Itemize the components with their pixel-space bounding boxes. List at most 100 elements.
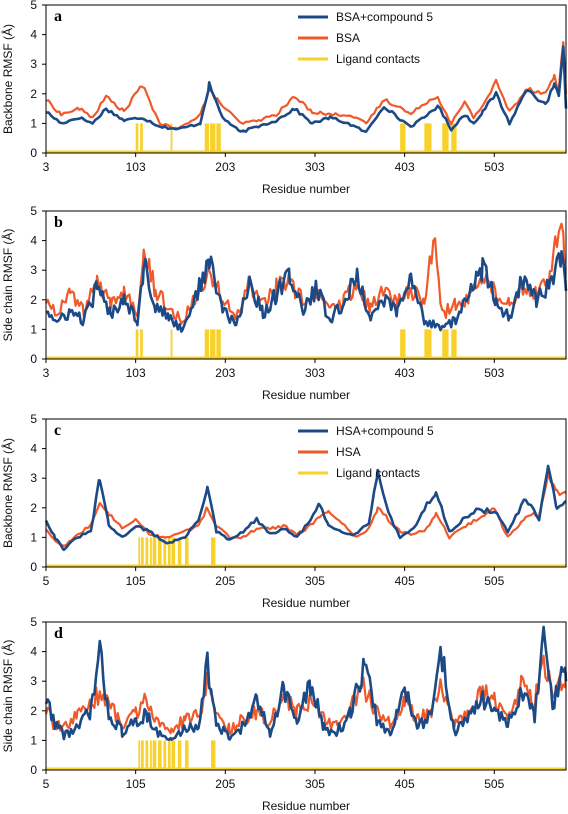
ligand-contact-bar	[158, 537, 162, 567]
ligand-contact-bar	[170, 329, 173, 359]
ligand-contact-bar	[204, 329, 210, 359]
y-tick-label: 0	[30, 146, 37, 160]
x-tick-label: 405	[395, 574, 415, 588]
ligand-contact-bar	[424, 123, 432, 153]
series-line-apo	[45, 471, 567, 547]
y-tick-label: 2	[30, 704, 37, 718]
ligand-contact-bar	[177, 537, 182, 567]
y-axis-label: Backbone RMSF (Å)	[0, 438, 15, 548]
y-axis-label: Backbone RMSF (Å)	[0, 24, 15, 134]
ligand-contact-bar	[150, 537, 152, 567]
y-tick-label: 4	[30, 234, 37, 248]
x-tick-label: 505	[484, 777, 504, 791]
y-tick-label: 1	[30, 530, 37, 544]
ligand-contact-bar	[138, 740, 141, 770]
ligand-contact-bar	[424, 329, 432, 359]
panel-letter: b	[54, 214, 63, 231]
series-line-complex	[45, 45, 568, 133]
y-tick-label: 1	[30, 322, 37, 336]
ligand-contact-bar	[163, 537, 167, 567]
ligand-contact-bar	[210, 329, 216, 359]
ligand-contact-bar	[152, 740, 157, 770]
y-tick-label: 0	[30, 763, 37, 777]
y-tick-label: 5	[30, 412, 37, 426]
ligand-contact-bar	[210, 537, 216, 567]
y-tick-label: 1	[30, 733, 37, 747]
x-axis-label: Residue number	[262, 388, 350, 402]
x-tick-label: 105	[126, 777, 146, 791]
y-tick-label: 2	[30, 293, 37, 307]
y-tick-label: 4	[30, 645, 37, 659]
panel-letter: c	[54, 422, 61, 439]
plot-frame	[45, 210, 567, 360]
legend-entry: HSA	[336, 445, 361, 459]
ligand-contact-bar	[400, 329, 406, 359]
ligand-contact-bar	[171, 537, 176, 567]
ligand-contact-bar	[216, 123, 221, 153]
panel-letter: a	[54, 8, 62, 25]
x-tick-label: 505	[484, 574, 504, 588]
x-axis-label: Residue number	[262, 596, 350, 610]
ligand-contact-bar	[140, 329, 143, 359]
ligand-contact-bar	[216, 329, 221, 359]
ligand-contact-bar	[442, 123, 449, 153]
panel-d: 0 1 2 3 4 5 5 105 205 305 405 505 Residue number Side…	[0, 615, 568, 813]
x-axis-label: Residue number	[262, 799, 350, 813]
ligand-contact-bar	[171, 740, 176, 770]
y-tick-label: 3	[30, 263, 37, 277]
ligand-contact-bar	[177, 740, 182, 770]
x-tick-label: 305	[305, 777, 325, 791]
y-tick-label: 5	[30, 615, 37, 629]
panel-letter: d	[54, 625, 63, 642]
ligand-contact-bar	[145, 537, 149, 567]
plot-frame	[45, 418, 567, 568]
legend-entry: Ligand contacts	[336, 52, 420, 66]
ligand-contact-bar	[167, 740, 171, 770]
ligand-contact-bar	[210, 740, 216, 770]
x-tick-label: 303	[305, 366, 325, 380]
x-tick-label: 205	[215, 777, 235, 791]
ligand-contact-bar	[167, 537, 171, 567]
ligand-contact-bar	[135, 123, 139, 153]
x-tick-label: 203	[215, 366, 235, 380]
ligand-contact-bar	[158, 740, 162, 770]
x-tick-label: 105	[126, 574, 146, 588]
x-tick-label: 305	[305, 574, 325, 588]
x-tick-label: 5	[43, 574, 50, 588]
y-tick-label: 3	[30, 57, 37, 71]
ligand-contact-bar	[145, 740, 149, 770]
x-tick-label: 403	[395, 160, 415, 174]
series-line-complex	[44, 464, 567, 552]
ligand-contact-bar	[204, 123, 210, 153]
ligand-contact-bar	[442, 329, 449, 359]
legend-entry: Ligand contacts	[336, 466, 420, 480]
ligand-contact-bar	[150, 740, 152, 770]
x-tick-label: 5	[43, 777, 50, 791]
x-tick-label: 205	[215, 574, 235, 588]
panel-a: 0 1 2 3 4 5 3 103 203 303 403 503 Residue number Back…	[0, 0, 568, 196]
x-tick-label: 403	[395, 366, 415, 380]
x-tick-label: 503	[484, 366, 504, 380]
x-tick-label: 103	[126, 160, 146, 174]
ligand-contact-bar	[184, 537, 189, 567]
x-axis-label: Residue number	[262, 182, 350, 196]
y-tick-label: 2	[30, 87, 37, 101]
ligand-contact-bar	[163, 740, 167, 770]
y-tick-label: 4	[30, 442, 37, 456]
x-tick-label: 303	[305, 160, 325, 174]
legend-entry: BSA+compound 5	[336, 10, 433, 24]
series-line-complex	[44, 625, 568, 741]
y-tick-label: 0	[30, 352, 37, 366]
y-tick-label: 3	[30, 471, 37, 485]
y-tick-label: 1	[30, 116, 37, 130]
plot-frame	[45, 621, 567, 771]
y-tick-label: 5	[30, 204, 37, 218]
y-tick-label: 5	[30, 0, 37, 12]
x-tick-label: 203	[215, 160, 235, 174]
ligand-contact-bar	[210, 123, 216, 153]
series-line-complex	[45, 250, 568, 333]
series-line-apo	[44, 654, 568, 735]
ligand-contact-bar	[152, 537, 157, 567]
panel-c: 0 1 2 3 4 5 5 105 205 305 405 505 Residue number Back…	[0, 412, 567, 610]
